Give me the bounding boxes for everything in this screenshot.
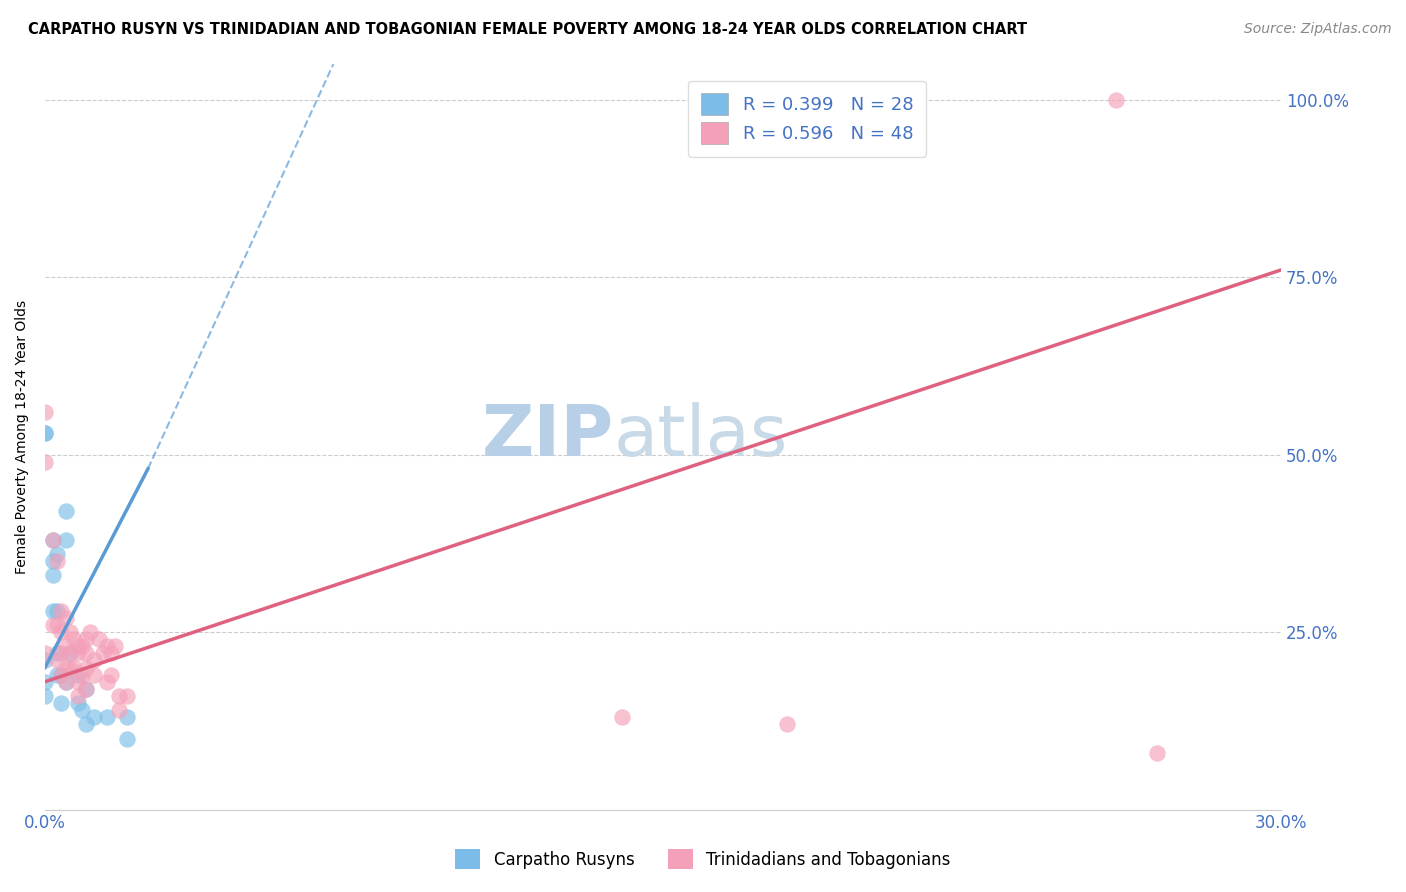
Point (62, 660, 84, 674)
Point (59, 625, 82, 640)
Point (34, 455, 56, 469)
Point (70, 639, 93, 653)
Point (75, 717, 97, 731)
Point (34, 646, 56, 660)
Point (75, 681, 97, 696)
Point (59, 660, 82, 674)
Point (66, 646, 89, 660)
Point (83, 667, 105, 681)
Point (42, 554, 65, 568)
Point (75, 660, 97, 674)
Point (34, 405, 56, 419)
Point (83, 710, 105, 724)
Text: CARPATHO RUSYN VS TRINIDADIAN AND TOBAGONIAN FEMALE POVERTY AMONG 18-24 YEAR OLD: CARPATHO RUSYN VS TRINIDADIAN AND TOBAGO… (28, 22, 1028, 37)
Point (59, 646, 82, 660)
Legend: Carpatho Rusyns, Trinidadians and Tobagonians: Carpatho Rusyns, Trinidadians and Tobago… (446, 838, 960, 880)
Point (34, 674, 56, 689)
Point (70, 667, 93, 681)
Point (34, 689, 56, 703)
Text: atlas: atlas (613, 402, 787, 471)
Point (42, 533, 65, 547)
Point (42, 618, 65, 632)
Point (46, 547, 69, 561)
Point (96, 674, 118, 689)
Point (55, 674, 77, 689)
Point (104, 639, 127, 653)
Point (46, 618, 69, 632)
Text: Source: ZipAtlas.com: Source: ZipAtlas.com (1244, 22, 1392, 37)
Point (66, 696, 89, 710)
Point (66, 689, 89, 703)
Point (34, 426, 56, 441)
Point (34, 653, 56, 667)
Point (55, 611, 77, 625)
Point (75, 632, 97, 647)
Point (775, 717, 797, 731)
Point (66, 667, 89, 681)
Point (55, 533, 77, 547)
Point (42, 604, 65, 618)
Point (1146, 746, 1168, 760)
Legend: R = 0.399   N = 28, R = 0.596   N = 48: R = 0.399 N = 28, R = 0.596 N = 48 (689, 80, 927, 157)
Point (66, 639, 89, 653)
Point (46, 667, 69, 681)
Point (46, 554, 69, 568)
Point (108, 689, 131, 703)
Point (51, 646, 73, 660)
Point (62, 632, 84, 647)
Point (75, 681, 97, 696)
Point (46, 646, 69, 660)
Point (70, 703, 93, 717)
Y-axis label: Female Poverty Among 18-24 Year Olds: Female Poverty Among 18-24 Year Olds (15, 300, 30, 574)
Point (96, 710, 118, 724)
Point (117, 689, 139, 703)
Point (51, 604, 73, 618)
Point (87, 632, 110, 647)
Point (1105, 93, 1128, 107)
Point (100, 667, 122, 681)
Point (42, 533, 65, 547)
Point (42, 568, 65, 582)
Point (66, 674, 89, 689)
Point (51, 696, 73, 710)
Point (59, 646, 82, 660)
Point (46, 653, 69, 667)
Text: ZIP: ZIP (481, 402, 613, 471)
Point (610, 710, 633, 724)
Point (91, 646, 114, 660)
Point (55, 504, 77, 518)
Point (79, 625, 101, 640)
Point (51, 625, 73, 640)
Point (55, 639, 77, 653)
Point (83, 653, 105, 667)
Point (46, 604, 69, 618)
Point (75, 646, 97, 660)
Point (51, 667, 73, 681)
Point (117, 731, 139, 746)
Point (96, 639, 118, 653)
Point (55, 674, 77, 689)
Point (55, 660, 77, 674)
Point (34, 426, 56, 441)
Point (100, 646, 122, 660)
Point (108, 703, 131, 717)
Point (117, 710, 139, 724)
Point (51, 667, 73, 681)
